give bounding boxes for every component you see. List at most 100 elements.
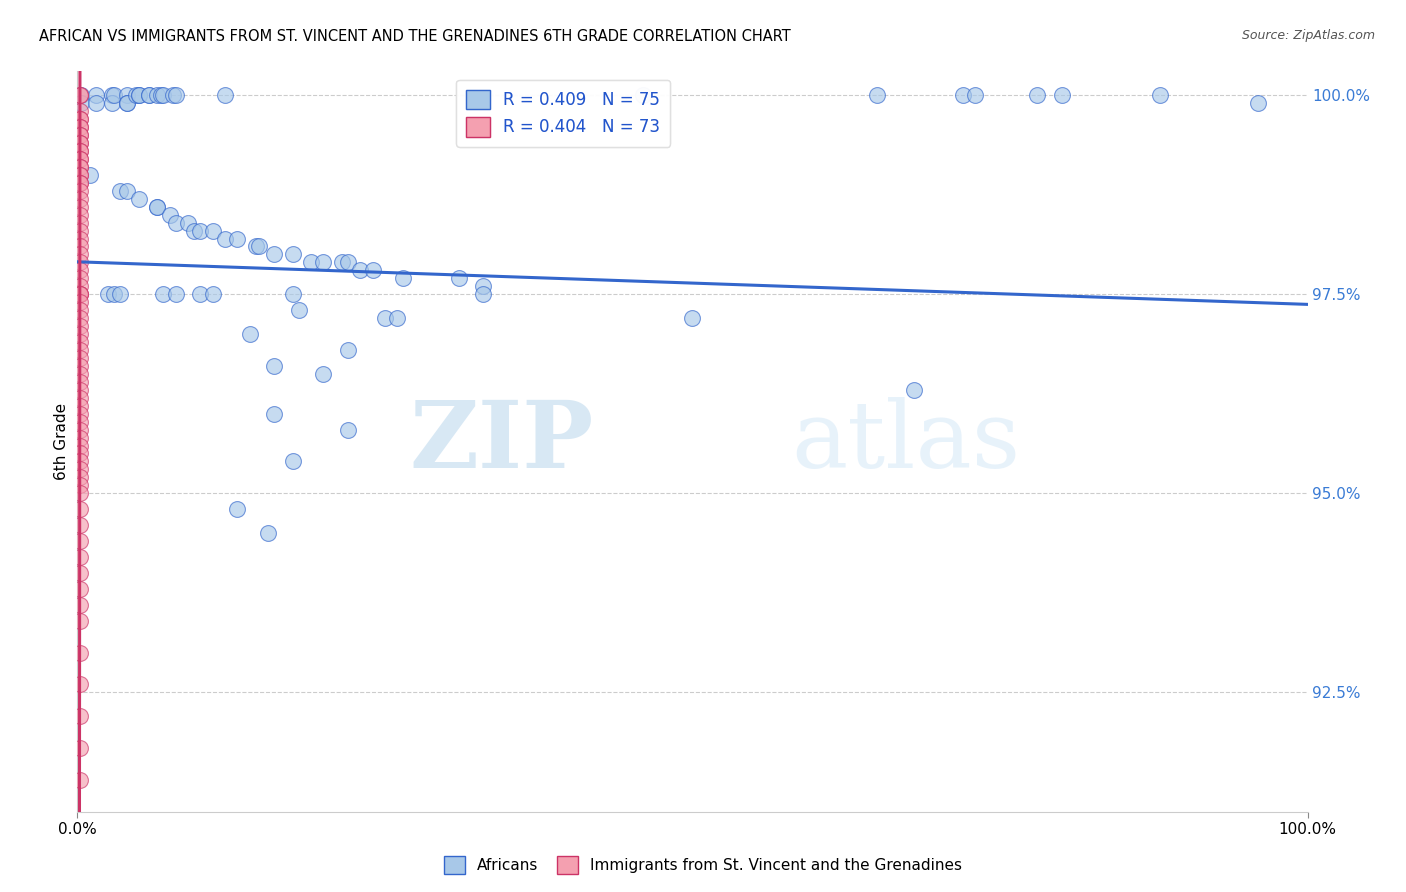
Point: [69, 136, 91, 150]
Point: [299, 255, 322, 269]
Point: [69, 160, 91, 174]
Point: [69, 88, 91, 103]
Point: [69, 160, 91, 174]
Point: [1050, 88, 1073, 103]
Point: [337, 423, 360, 437]
Point: [69, 383, 91, 397]
Point: [69, 144, 91, 158]
Point: [1149, 88, 1171, 103]
Point: [69, 677, 91, 691]
Point: [69, 454, 91, 468]
Point: [69, 534, 91, 549]
Point: [69, 709, 91, 723]
Point: [152, 287, 174, 301]
Point: [110, 287, 132, 301]
Text: atlas: atlas: [792, 397, 1021, 486]
Point: [69, 120, 91, 134]
Point: [281, 247, 304, 261]
Point: [1247, 96, 1270, 111]
Text: ZIP: ZIP: [409, 397, 595, 486]
Point: [69, 399, 91, 413]
Point: [69, 295, 91, 310]
Point: [69, 223, 91, 237]
Point: [128, 88, 150, 103]
Point: [69, 184, 91, 198]
Point: [69, 351, 91, 365]
Point: [69, 152, 91, 166]
Point: [69, 462, 91, 476]
Point: [162, 88, 184, 103]
Point: [69, 646, 91, 660]
Point: [1026, 88, 1049, 103]
Point: [69, 549, 91, 564]
Point: [165, 88, 187, 103]
Point: [69, 311, 91, 326]
Point: [79, 168, 101, 182]
Point: [69, 200, 91, 214]
Point: [115, 184, 138, 198]
Point: [903, 383, 925, 397]
Point: [69, 192, 91, 206]
Point: [165, 287, 187, 301]
Point: [472, 287, 495, 301]
Point: [69, 216, 91, 230]
Point: [69, 231, 91, 245]
Point: [115, 96, 138, 111]
Point: [263, 359, 285, 373]
Point: [330, 255, 353, 269]
Point: [249, 239, 271, 253]
Point: [257, 526, 280, 541]
Point: [110, 184, 132, 198]
Point: [952, 88, 974, 103]
Point: [159, 208, 181, 222]
Point: [226, 231, 249, 245]
Point: [337, 255, 360, 269]
Point: [152, 88, 174, 103]
Point: [69, 128, 91, 142]
Point: [69, 303, 91, 318]
Point: [146, 88, 169, 103]
Point: [447, 271, 470, 285]
Point: [188, 287, 212, 301]
Point: [150, 88, 173, 103]
Point: [69, 391, 91, 405]
Legend: Africans, Immigrants from St. Vincent and the Grenadines: Africans, Immigrants from St. Vincent an…: [437, 850, 969, 880]
Point: [69, 176, 91, 190]
Point: [84, 96, 107, 111]
Point: [69, 168, 91, 182]
Point: [69, 120, 91, 134]
Point: [69, 255, 91, 269]
Point: [281, 454, 304, 468]
Point: [69, 423, 91, 437]
Point: [69, 582, 91, 596]
Point: [472, 279, 495, 293]
Point: [69, 239, 91, 253]
Point: [245, 239, 267, 253]
Point: [226, 502, 249, 516]
Point: [69, 478, 91, 492]
Point: [312, 367, 335, 381]
Point: [69, 407, 91, 421]
Point: [866, 88, 889, 103]
Point: [69, 104, 91, 119]
Point: [103, 287, 125, 301]
Point: [69, 176, 91, 190]
Point: [69, 502, 91, 516]
Point: [69, 279, 91, 293]
Point: [69, 486, 91, 500]
Point: [69, 327, 91, 342]
Point: [263, 407, 285, 421]
Point: [361, 263, 384, 277]
Point: [69, 518, 91, 533]
Point: [69, 287, 91, 301]
Legend: R = 0.409   N = 75, R = 0.404   N = 73: R = 0.409 N = 75, R = 0.404 N = 73: [457, 79, 671, 146]
Point: [146, 200, 169, 214]
Point: [69, 741, 91, 756]
Point: [69, 271, 91, 285]
Point: [214, 231, 236, 245]
Point: [188, 223, 212, 237]
Text: Source: ZipAtlas.com: Source: ZipAtlas.com: [1241, 29, 1375, 43]
Point: [125, 88, 148, 103]
Point: [103, 88, 125, 103]
Point: [201, 223, 224, 237]
